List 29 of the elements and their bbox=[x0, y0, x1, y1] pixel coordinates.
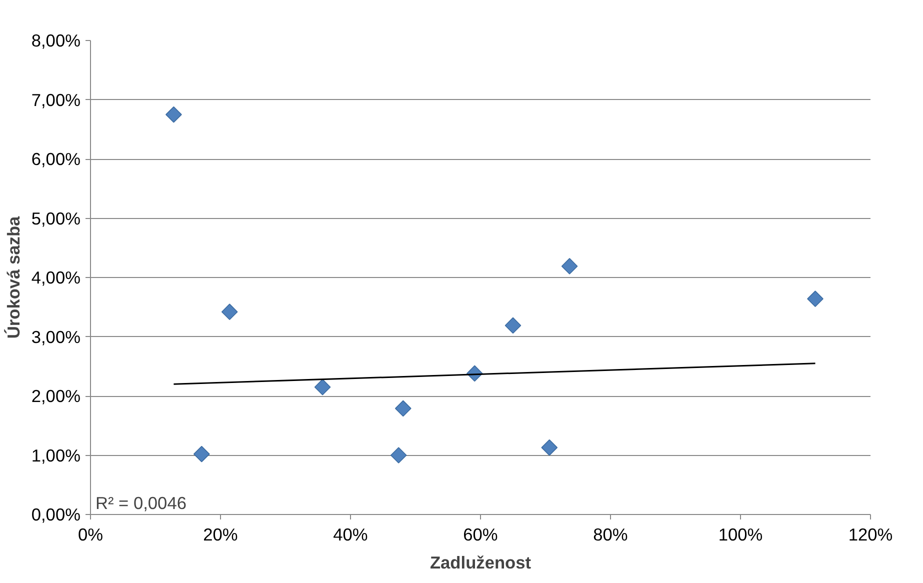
point bbox=[314, 378, 331, 396]
point bbox=[807, 290, 824, 308]
y-tick-label: 1,00% bbox=[31, 445, 81, 466]
point bbox=[193, 446, 210, 462]
y-tick-label: 5,00% bbox=[31, 208, 81, 228]
y-tick-label: 2,00% bbox=[31, 386, 81, 406]
y-tick-label: 6,00% bbox=[31, 149, 81, 169]
point bbox=[504, 317, 522, 334]
y-tick-label: 7,00% bbox=[31, 90, 81, 110]
point bbox=[394, 400, 412, 417]
point bbox=[166, 106, 182, 123]
point bbox=[561, 258, 578, 274]
x-tick-label: 120% bbox=[848, 524, 893, 544]
point bbox=[221, 304, 238, 320]
annotation: R² = 0,0046 bbox=[95, 493, 186, 514]
y-tick-label: 4,00% bbox=[31, 268, 81, 288]
y-tick-label: 0,00% bbox=[31, 504, 81, 524]
x-axis-title: Zadluženost bbox=[430, 552, 532, 572]
x-tick-label: 40% bbox=[333, 524, 368, 544]
y-axis-title: Úroková sazba bbox=[3, 216, 24, 339]
point bbox=[390, 447, 407, 464]
x-tick-label: 0% bbox=[78, 524, 104, 544]
point bbox=[541, 439, 558, 456]
x-tick-label: 100% bbox=[718, 524, 763, 544]
y-tick-label: 3,00% bbox=[31, 326, 81, 347]
x-tick-label: 60% bbox=[463, 524, 498, 544]
x-tick-label: 80% bbox=[593, 524, 628, 544]
x-tick-label: 20% bbox=[203, 524, 238, 544]
y-tick-label: 8,00% bbox=[31, 30, 81, 50]
